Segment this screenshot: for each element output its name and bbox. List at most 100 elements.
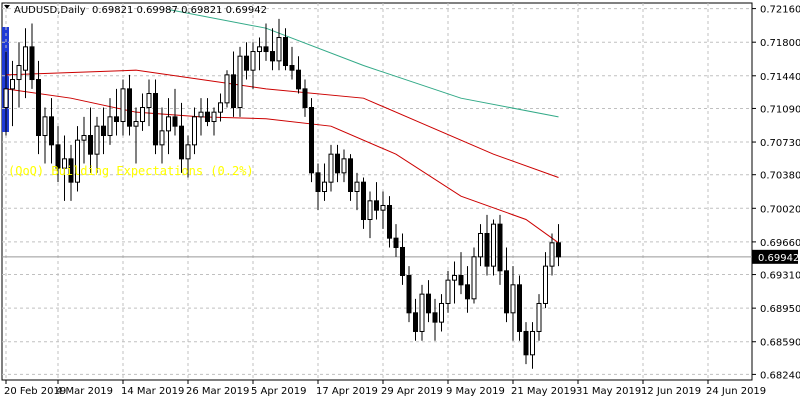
y-tick-label: 0.70020	[760, 204, 800, 215]
candle-body	[257, 46, 262, 53]
x-tick-label: 9 May 2019	[446, 386, 505, 397]
y-tick-label: 0.69660	[760, 238, 800, 249]
candle-body	[419, 293, 425, 332]
candle-body	[16, 65, 22, 81]
candle-body	[42, 116, 48, 137]
x-tick-label: 26 Mar 2019	[186, 386, 249, 397]
y-tick-label: 0.72160	[760, 5, 800, 16]
candle-body	[315, 172, 321, 193]
candle-body	[81, 135, 87, 141]
candle-body	[270, 51, 275, 62]
y-tick-label: 0.68590	[760, 338, 800, 349]
candle-body	[491, 223, 496, 267]
candle-body	[218, 102, 223, 113]
ma-line	[5, 88, 559, 244]
y-axis: 0.72160 0.71800 0.71440 0.71090 0.70730 0.703…	[752, 5, 800, 381]
candle-body	[133, 121, 139, 127]
candle-body	[335, 153, 340, 174]
candle-body	[29, 46, 35, 81]
candle-body	[497, 223, 503, 272]
candle-body	[452, 274, 457, 281]
moving-averages	[5, 9, 559, 244]
candle-body	[328, 153, 334, 183]
x-tick-label: 17 Apr 2019	[316, 386, 378, 397]
candle-body	[185, 144, 191, 160]
y-tick-label: 0.70380	[760, 171, 800, 182]
candle-body	[471, 256, 477, 300]
candle-body	[309, 107, 314, 174]
candle-body	[549, 242, 555, 267]
x-tick-label: 24 Jun 2019	[706, 386, 766, 397]
overlay-text: (QoQ) Building Expectations (0.2%)	[8, 164, 254, 178]
candle-body	[231, 74, 236, 109]
candle-body	[23, 46, 28, 71]
candle-body	[348, 158, 353, 193]
candle-body	[523, 330, 529, 356]
candle-body	[205, 111, 210, 123]
x-tick-label: 31 May 2019	[576, 386, 641, 397]
y-tick-label: 0.68950	[760, 304, 800, 315]
candle-body	[49, 116, 54, 146]
x-tick-label: 29 Apr 2019	[381, 386, 443, 397]
candle-body	[159, 130, 165, 146]
x-tick-label: 4 Mar 2019	[56, 386, 113, 397]
candle-body	[556, 242, 561, 258]
candle-body	[244, 55, 249, 71]
y-tick-label: 0.71800	[760, 38, 800, 49]
candle-body	[211, 111, 217, 123]
candle-body	[465, 284, 470, 300]
candle-body	[120, 88, 126, 123]
candle-body	[140, 107, 145, 123]
candle-body	[153, 93, 158, 146]
x-tick-label: 21 May 2019	[511, 386, 576, 397]
candle-body	[380, 204, 386, 211]
candles	[3, 18, 561, 369]
y-tick-label: 0.71090	[760, 104, 800, 115]
symbol-label: AUDUSD,Daily	[14, 5, 86, 16]
candle-body	[367, 200, 373, 220]
x-tick-label: 12 Jun 2019	[641, 386, 701, 397]
candle-body	[530, 330, 535, 356]
candle-body	[458, 274, 464, 286]
candle-body	[289, 65, 295, 71]
candle-body	[10, 79, 15, 90]
candle-body	[322, 181, 327, 193]
ma-line	[5, 69, 559, 178]
candle-body	[172, 116, 178, 127]
candle-body	[432, 312, 438, 323]
candle-body	[478, 232, 483, 258]
candle-body	[166, 116, 171, 132]
candle-body	[439, 302, 444, 323]
candle-body	[536, 302, 542, 332]
candle-body	[179, 125, 184, 160]
y-tick-label: 0.68240	[760, 370, 800, 381]
candle-body	[107, 116, 113, 137]
candle-body	[36, 79, 41, 137]
candle-body	[237, 55, 243, 109]
candle-body	[146, 93, 152, 109]
candle-body	[426, 293, 431, 314]
chart-header: AUDUSD,Daily 0.69821 0.69987 0.69821 0.6…	[4, 5, 267, 16]
candle-body	[88, 135, 93, 155]
ma-line	[168, 9, 559, 118]
candle-body	[283, 37, 288, 67]
x-tick-label: 20 Feb 2019	[4, 386, 66, 397]
candle-body	[302, 88, 308, 109]
candle-body	[55, 144, 61, 169]
candle-body	[250, 51, 256, 71]
dropdown-arrow-icon[interactable]	[4, 5, 10, 9]
candle-body	[354, 181, 360, 193]
candle-body	[276, 37, 282, 62]
plot-frame	[1, 2, 753, 381]
candle-body	[445, 279, 451, 304]
last-price-label: 0.69942	[758, 253, 799, 264]
x-tick-label: 5 Apr 2019	[251, 386, 306, 397]
candle-body	[484, 232, 490, 267]
candle-body	[361, 181, 366, 220]
candle-body	[374, 200, 379, 211]
candle-body	[94, 125, 100, 155]
candle-body	[543, 265, 548, 304]
candle-body	[263, 46, 269, 53]
